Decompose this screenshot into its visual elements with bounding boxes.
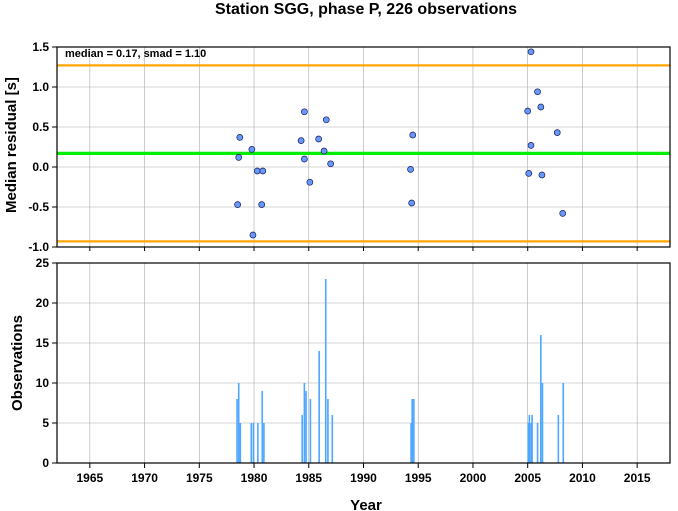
observations-y-axis-label: Observations xyxy=(9,315,26,411)
residual-point xyxy=(236,134,244,141)
year-tick-label: 1995 xyxy=(405,471,432,485)
residual-point xyxy=(315,135,322,143)
residual-point xyxy=(253,167,261,175)
residual-panel: -1.0 -0.5 0.0 0.5 1.0 1.5 median = 0.17, smad… xyxy=(3,40,671,254)
observations-y-tick-label: 15 xyxy=(36,336,50,350)
residual-point xyxy=(534,88,541,96)
year-x-ticks: 1965 1970 1975 1980 1985 1990 1995 2000 2005 2010… xyxy=(76,463,651,485)
observations-panel: 0 5 10 15 20 25 1965 1970 1975 1980 1985 1990 1995 2… xyxy=(9,256,671,511)
residual-y-tick-label: 1.0 xyxy=(32,80,49,94)
observations-bars xyxy=(236,279,565,463)
residual-y-tick-label: -1.0 xyxy=(28,240,49,254)
residual-point xyxy=(301,155,308,163)
residual-point xyxy=(258,201,266,208)
residual-point xyxy=(235,154,243,161)
residual-point xyxy=(234,201,241,208)
residual-point xyxy=(407,166,414,173)
year-tick-label: 1970 xyxy=(131,471,158,485)
year-tick-label: 1980 xyxy=(241,471,268,485)
residual-y-tick-label: 1.5 xyxy=(32,40,49,54)
observations-y-tick-label: 10 xyxy=(36,376,50,390)
observations-y-tick-label: 0 xyxy=(42,456,49,470)
residual-point xyxy=(249,231,257,239)
median-annotation: median = 0.17, smad = 1.10 xyxy=(65,48,206,60)
year-tick-label: 2005 xyxy=(514,471,541,485)
residual-point xyxy=(553,129,561,136)
observations-y-tick-label: 20 xyxy=(36,296,50,310)
residual-point xyxy=(320,147,328,155)
year-tick-label: 1975 xyxy=(186,471,213,485)
residual-point xyxy=(525,170,533,177)
year-tick-label: 2000 xyxy=(460,471,487,485)
year-x-axis-label: Year xyxy=(350,497,382,511)
observations-y-ticks: 0 5 10 15 20 25 xyxy=(36,256,57,470)
residual-point xyxy=(248,146,256,153)
year-tick-label: 1990 xyxy=(350,471,377,485)
residual-y-ticks: -1.0 -0.5 0.0 0.5 1.0 1.5 xyxy=(28,40,638,254)
residual-y-tick-label: -0.5 xyxy=(28,200,49,214)
residual-point xyxy=(408,199,416,207)
residual-point xyxy=(527,48,535,56)
residual-point xyxy=(537,103,545,111)
residual-point xyxy=(538,171,546,179)
observations-grid xyxy=(57,262,670,464)
residual-reference-lines xyxy=(57,64,670,243)
year-tick-label: 1965 xyxy=(76,471,103,485)
residual-point xyxy=(524,107,532,115)
residual-points xyxy=(234,48,567,239)
residual-point xyxy=(322,116,330,124)
residual-point xyxy=(301,108,308,116)
observations-y-tick-label: 5 xyxy=(42,416,49,430)
residual-y-tick-label: 0.0 xyxy=(32,160,49,174)
year-tick-label: 2015 xyxy=(624,471,651,485)
residual-y-axis-label: Median residual [s] xyxy=(3,77,20,213)
residual-point xyxy=(306,178,314,186)
observations-y-tick-label: 25 xyxy=(36,256,50,270)
residual-y-tick-label: 0.5 xyxy=(32,120,49,134)
residual-point xyxy=(259,167,267,175)
residual-grid xyxy=(57,46,670,248)
year-tick-label: 2010 xyxy=(569,471,596,485)
residual-point xyxy=(327,160,335,168)
residual-point xyxy=(409,131,417,139)
residual-point xyxy=(527,142,535,149)
year-tick-label: 1985 xyxy=(295,471,322,485)
chart-title: Station SGG, phase P, 226 observations xyxy=(215,1,517,18)
residual-point xyxy=(559,210,567,217)
residual-point xyxy=(297,137,305,144)
